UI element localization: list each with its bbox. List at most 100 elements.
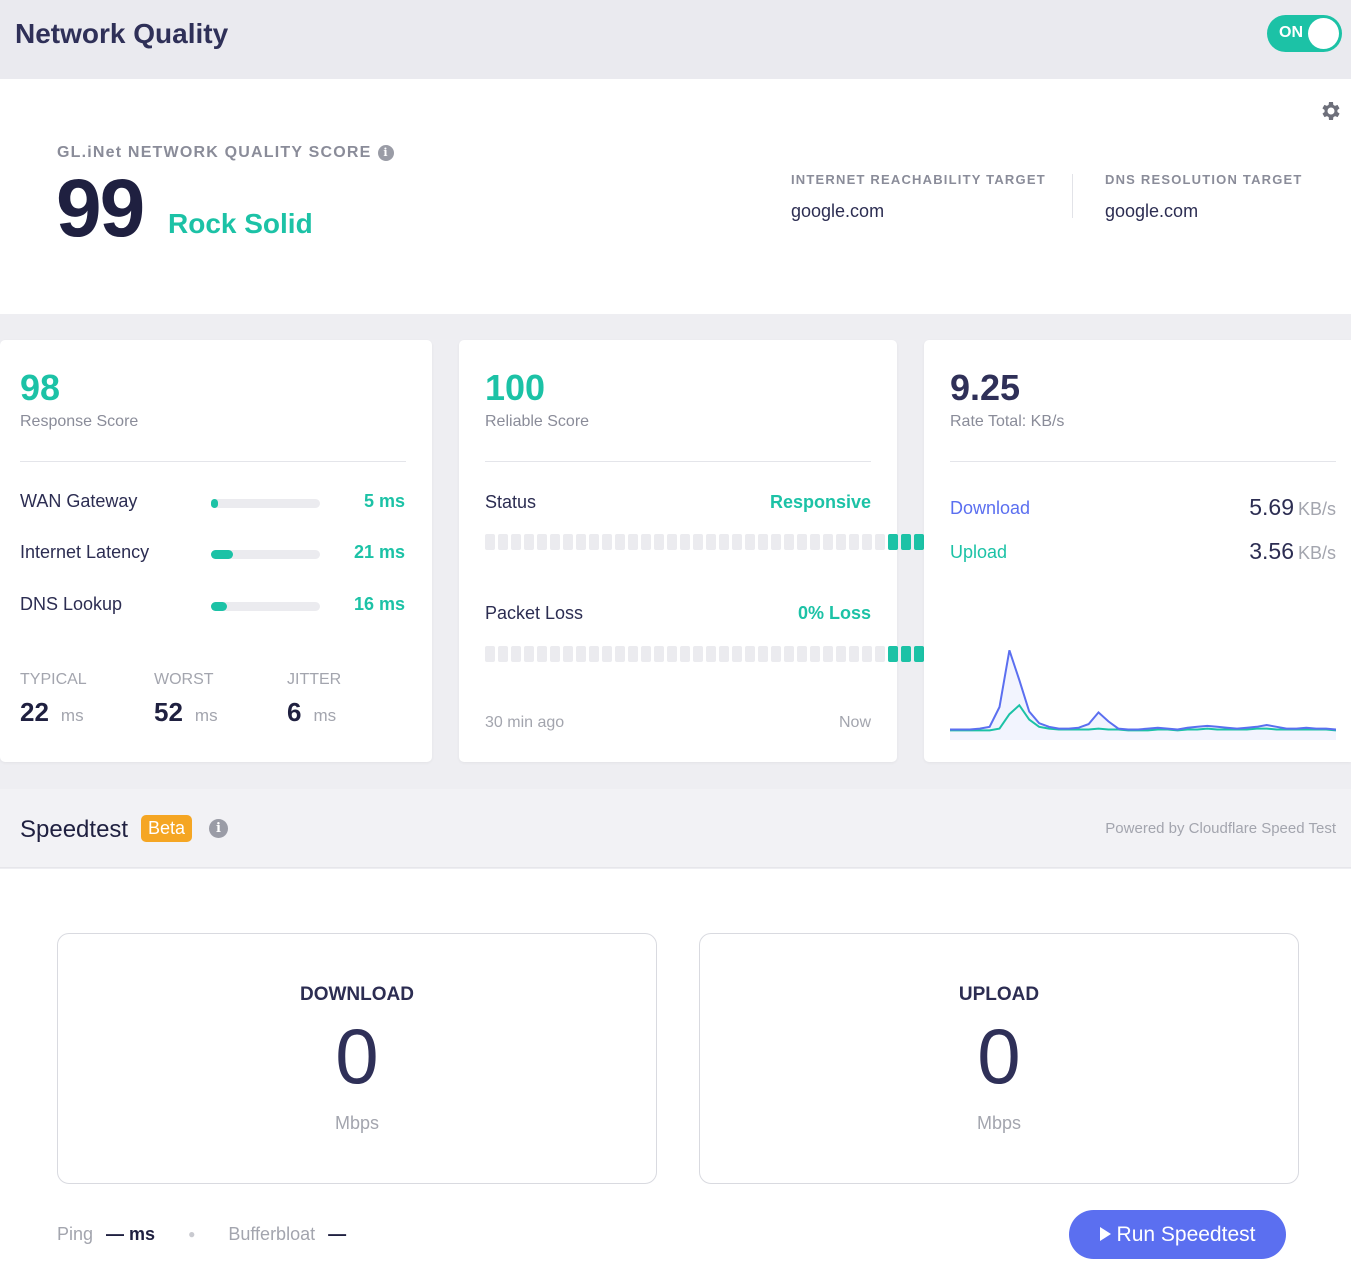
rate-unit: KB/s (1297, 543, 1336, 563)
quality-score-value: 99 (56, 163, 145, 254)
history-segment (758, 534, 768, 550)
gear-icon[interactable] (1318, 99, 1342, 123)
history-segment (810, 646, 820, 662)
rate-total-value: 9.25 (950, 367, 1021, 408)
history-segment (732, 534, 742, 550)
status-history-bar (485, 534, 950, 550)
reachability-target-value: google.com (791, 201, 885, 221)
stat-label: TYPICAL (20, 671, 87, 688)
history-segment (901, 646, 911, 662)
info-icon[interactable]: i (209, 819, 228, 838)
history-segment (576, 534, 586, 550)
packet-loss-value: 0% Loss (797, 603, 871, 623)
stat-value: 6 (287, 697, 302, 727)
history-segment (901, 534, 911, 550)
ping-label: Ping (57, 1224, 94, 1244)
response-card: 98 Response Score WAN Gateway 5 ms Inter… (0, 340, 432, 762)
history-segment (602, 534, 612, 550)
history-segment (628, 646, 638, 662)
history-segment (563, 534, 573, 550)
info-icon[interactable]: i (377, 145, 394, 161)
stat-label: WORST (154, 671, 214, 688)
dns-target-label: DNS RESOLUTION TARGET (1105, 172, 1303, 187)
latency-value: 16 ms (353, 594, 405, 614)
divider (950, 461, 1336, 462)
history-segment (524, 646, 534, 662)
history-segment (719, 534, 729, 550)
history-segment (641, 534, 651, 550)
history-segment (849, 646, 859, 662)
speedtest-header: Speedtest Beta i Powered by Cloudflare S… (0, 789, 1351, 868)
rate-unit: KB/s (1297, 499, 1336, 519)
score-title-text: GL.iNet NETWORK QUALITY SCORE (57, 144, 372, 161)
history-segment (745, 646, 755, 662)
history-segment (628, 534, 638, 550)
download-rate-label[interactable]: Download (950, 498, 1031, 518)
history-segment (589, 534, 599, 550)
latency-bar (211, 550, 320, 559)
history-segment (914, 534, 924, 550)
history-segment (641, 646, 651, 662)
stat-jitter: JITTER 6 ms (287, 671, 407, 728)
history-segment (511, 534, 521, 550)
latency-label: Internet Latency (20, 542, 150, 562)
bufferbloat-value: — (328, 1224, 347, 1244)
packet-loss-row: Packet Loss 0% Loss (485, 603, 871, 627)
powered-by-text: Powered by Cloudflare Speed Test (1105, 820, 1336, 837)
history-segment (563, 646, 573, 662)
history-segment (810, 534, 820, 550)
latency-bar-fill (211, 499, 218, 508)
history-segment (550, 534, 560, 550)
history-segment (875, 534, 885, 550)
history-segment (797, 646, 807, 662)
latency-label: WAN Gateway (20, 491, 138, 511)
history-start-label: 30 min ago (485, 714, 565, 731)
history-segment (667, 646, 677, 662)
history-segment (706, 646, 716, 662)
stat-unit: ms (313, 706, 337, 725)
run-speedtest-button[interactable]: Run Speedtest (1069, 1210, 1286, 1259)
history-segment (823, 534, 833, 550)
history-segment (914, 646, 924, 662)
history-segment (875, 646, 885, 662)
ping-bufferbloat-line: Ping — ms ● Bufferbloat — (57, 1224, 346, 1245)
response-score-value: 98 (20, 367, 61, 408)
history-segment (732, 646, 742, 662)
history-segment (654, 646, 664, 662)
upload-rate-value: 3.56 (1249, 538, 1294, 564)
upload-rate-label[interactable]: Upload (950, 542, 1008, 562)
download-rate-row: Download 5.69 KB/s (950, 494, 1336, 522)
score-title: GL.iNet NETWORK QUALITY SCORE i (57, 144, 394, 162)
history-segment (862, 534, 872, 550)
latency-row-wan-gateway: WAN Gateway 5 ms (20, 491, 405, 515)
dns-target-value: google.com (1105, 201, 1199, 221)
latency-bar-fill (211, 602, 228, 611)
history-segment (511, 646, 521, 662)
stat-value: 52 (154, 697, 183, 727)
network-quality-toggle[interactable]: ON (1267, 15, 1342, 52)
history-segment (862, 646, 872, 662)
upload-line (950, 703, 1336, 732)
history-segment (784, 646, 794, 662)
rate-total-label: Rate Total: KB/s (950, 413, 1065, 430)
divider (20, 461, 406, 462)
history-segment (771, 646, 781, 662)
history-segment (693, 534, 703, 550)
history-segment (823, 646, 833, 662)
beta-badge: Beta (141, 815, 193, 842)
packet-loss-label: Packet Loss (485, 603, 584, 623)
toggle-label: ON (1279, 24, 1303, 41)
speedtest-title: Speedtest (20, 816, 129, 843)
latency-value: 21 ms (353, 542, 405, 562)
score-panel (0, 79, 1351, 314)
latency-bar (211, 602, 320, 611)
history-segment (589, 646, 599, 662)
download-line (950, 649, 1336, 731)
history-segment (498, 646, 508, 662)
history-segment (602, 646, 612, 662)
upload-speed-box: UPLOAD 0 Mbps (699, 933, 1299, 1184)
latency-row-dns: DNS Lookup 16 ms (20, 594, 405, 618)
download-title: DOWNLOAD (300, 984, 414, 1005)
history-segment (680, 646, 690, 662)
history-segment (485, 534, 495, 550)
